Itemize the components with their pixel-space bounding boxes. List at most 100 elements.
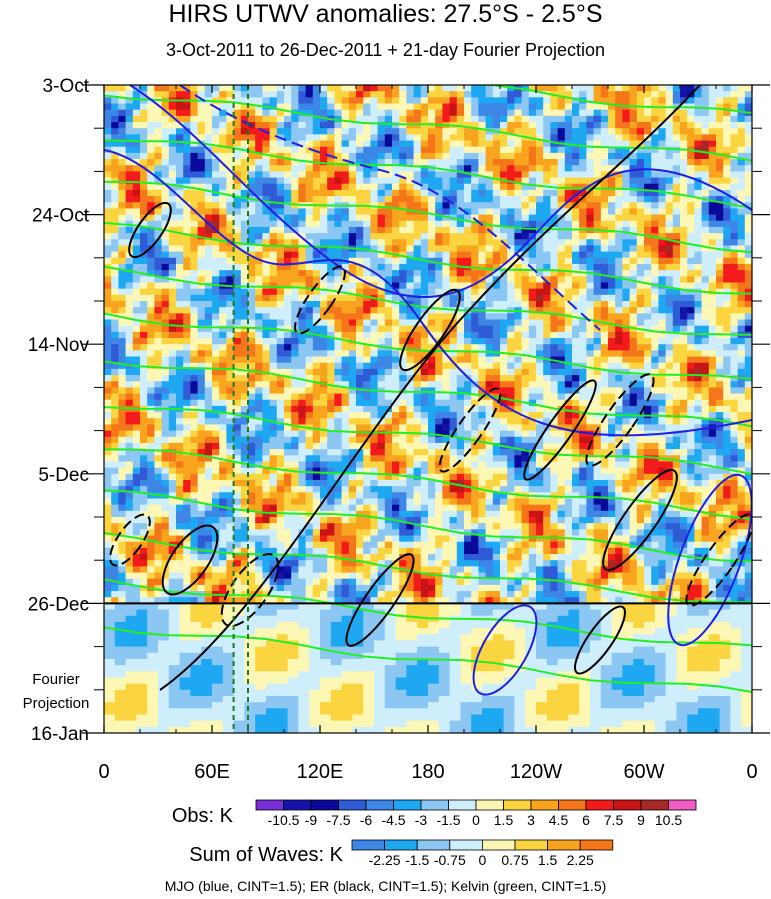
axes: 0 60E 120E 180 120W 60W 0 3-Oct 24-Oct 14-Nov 5-De… [23,76,770,783]
obs-colorbar-level: -4.5 [381,812,405,828]
obs-colorbar-swatch [558,799,587,811]
obs-colorbar-level: 6 [582,812,590,828]
obs-colorbar-swatch [338,799,367,811]
y-tick-label: 5-Dec [38,465,89,486]
y-tick-label: 16-Jan [31,724,89,745]
obs-colorbar-level: 3 [527,812,535,828]
projection-label: Projection [23,695,90,712]
er-contour [574,605,626,675]
kelvin-contour [104,448,752,521]
obs-colorbar-swatch [283,799,312,811]
y-tick-label: 3-Oct [43,76,90,97]
chart-subtitle: 3-Oct-2011 to 26-Dec-2011 + 21-day Fouri… [165,40,606,60]
obs-colorbar-level: 4.5 [549,812,569,828]
waves-colorbar-level: 0 [479,852,487,868]
er-contour [161,524,219,596]
waves-colorbar-swatch [514,839,548,851]
kelvin-contour [104,312,752,381]
kelvin-contour [104,578,752,647]
obs-colorbar-swatch [365,799,394,811]
waves-colorbar-level: -0.75 [434,852,466,868]
kelvin-contour [104,265,752,336]
er-contour [128,201,172,259]
er-contour [523,379,597,481]
obs-colorbar-swatch [585,799,614,811]
x-tick-label: 180 [411,761,444,783]
colorbars: Obs: K -10.5 -9 -7.5 -6 -4.5 -3 -1.5 0 1.5 3 4.5 6 7.… [172,799,697,868]
er-contour [602,469,678,571]
kelvin-contour [469,85,752,115]
x-tick-label: 0 [98,761,109,783]
waves-colorbar-swatch [449,839,483,851]
obs-colorbar-level: 7.5 [604,812,624,828]
waves-colorbar-swatch [579,839,614,851]
kelvin-contour [104,360,752,428]
contour-legend-footer: MJO (blue, CINT=1.5); ER (black, CINT=1.… [164,878,607,894]
projection-label: Fourier [32,671,80,688]
er-contour [399,288,461,372]
obs-colorbar-swatch [420,799,449,811]
waves-colorbar-swatch [416,839,451,851]
kelvin-contour [104,94,752,162]
chart-title: HIRS UTWV anomalies: 27.5°S - 2.5°S [168,0,603,28]
obs-colorbar-swatch [530,799,559,811]
obs-colorbar-level: 1.5 [494,812,514,828]
mjo-contour [667,473,752,647]
obs-colorbar-label: Obs: K [172,805,234,827]
obs-colorbar-level: -9 [305,812,318,828]
obs-colorbar-level: -6 [360,812,373,828]
obs-colorbar-level: 9 [637,812,645,828]
obs-colorbar-swatch [475,799,504,811]
x-tick-label: 120E [297,761,344,783]
obs-colorbar-swatch [393,799,422,811]
waves-colorbar-level: 1.5 [538,852,558,868]
er-contour [345,553,415,647]
obs-colorbar-level: -1.5 [436,812,460,828]
waves-colorbar-level: -2.25 [369,852,401,868]
obs-colorbar-level: 10.5 [655,812,682,828]
wave-contours [104,85,752,696]
er-contour [438,387,502,473]
y-tick-label: 14-Nov [28,335,90,356]
x-tick-label: 120W [510,761,562,783]
kelvin-contour [104,532,752,604]
obs-colorbar-swatch [640,799,669,811]
kelvin-contour [104,139,752,210]
kelvin-contour [104,180,752,254]
kelvin-contour [104,221,752,295]
x-tick-label: 0 [746,761,757,783]
mjo-contour [179,85,601,331]
waves-colorbar-swatch [547,839,581,851]
er-contour [109,513,151,567]
obs-colorbar-swatch [668,799,697,811]
kelvin-contour [104,406,752,476]
waves-colorbar-label: Sum of Waves: K [189,844,343,866]
er-contour [585,373,655,467]
reference-lines [104,85,752,733]
er-contour [685,513,752,607]
obs-colorbar-swatch [503,799,532,811]
obs-colorbar-swatch [310,799,339,811]
mjo-contour [104,149,752,437]
x-tick-label: 60E [194,761,230,783]
obs-colorbar-level: -10.5 [268,812,300,828]
waves-colorbar-level: 0.75 [501,852,528,868]
obs-colorbar-swatch [255,799,284,811]
obs-colorbar-level: 0 [472,812,480,828]
y-tick-label: 26-Dec [28,594,89,615]
waves-colorbar-swatch [481,839,516,851]
obs-colorbar-level: -3 [415,812,428,828]
y-tick-label: 24-Oct [32,206,90,227]
obs-colorbar-level: -7.5 [326,812,350,828]
mjo-contour [472,604,538,696]
waves-colorbar-swatch [351,839,385,851]
obs-colorbar-swatch [613,799,642,811]
mjo-contour [129,85,752,298]
x-tick-label: 60W [623,761,664,783]
waves-colorbar-swatch [384,839,418,851]
er-contour [220,553,280,627]
obs-colorbar-swatch [448,799,477,811]
waves-colorbar-level: -1.5 [405,852,429,868]
kelvin-contour [104,626,752,693]
